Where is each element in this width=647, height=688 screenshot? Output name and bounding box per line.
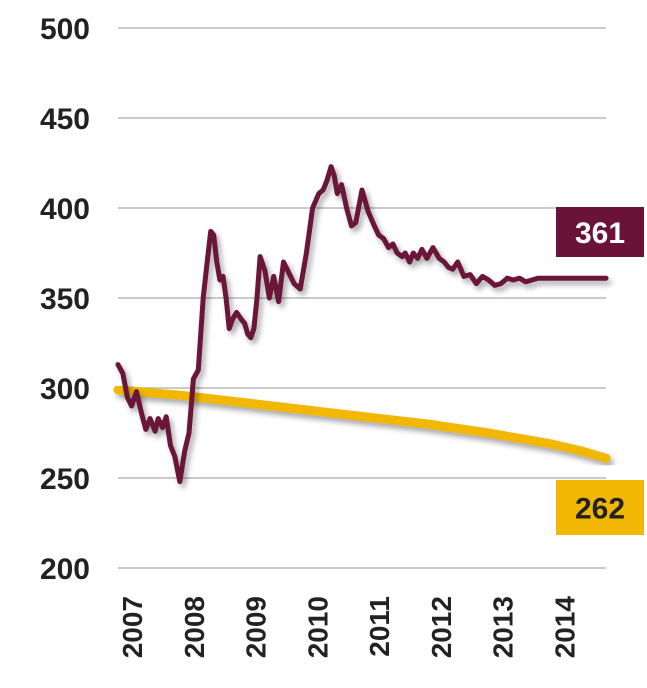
y-axis-tick-labels: 500 450 400 350 300 250 200 <box>40 13 90 586</box>
y-tick-label: 350 <box>40 283 90 316</box>
gridlines <box>118 27 606 569</box>
y-tick-label: 300 <box>40 373 90 406</box>
series-lines <box>113 164 611 485</box>
x-tick-label: 2011 <box>364 596 395 657</box>
x-tick-label: 2007 <box>117 596 148 658</box>
end-label-maroon: 361 <box>575 217 625 250</box>
end-label-yellow: 262 <box>575 493 625 526</box>
y-tick-label: 500 <box>40 13 90 46</box>
y-tick-label: 200 <box>40 553 90 586</box>
y-tick-label: 450 <box>40 103 90 136</box>
series-line-maroon <box>115 164 609 485</box>
x-axis-tick-labels: 2007 2008 2009 2010 2011 2012 2013 2014 <box>117 596 580 659</box>
end-labels: 361 262 <box>556 207 644 535</box>
y-tick-label: 400 <box>40 193 90 226</box>
x-tick-label: 2012 <box>426 596 457 658</box>
x-tick-label: 2014 <box>549 596 580 659</box>
y-tick-label: 250 <box>40 463 90 496</box>
x-tick-label: 2008 <box>179 596 210 658</box>
x-tick-label: 2009 <box>241 596 272 658</box>
x-tick-label: 2013 <box>488 596 519 658</box>
series-line-yellow <box>113 385 611 463</box>
end-label-box-yellow <box>556 480 644 535</box>
x-tick-label: 2010 <box>302 596 333 658</box>
end-label-box-maroon <box>556 207 644 257</box>
